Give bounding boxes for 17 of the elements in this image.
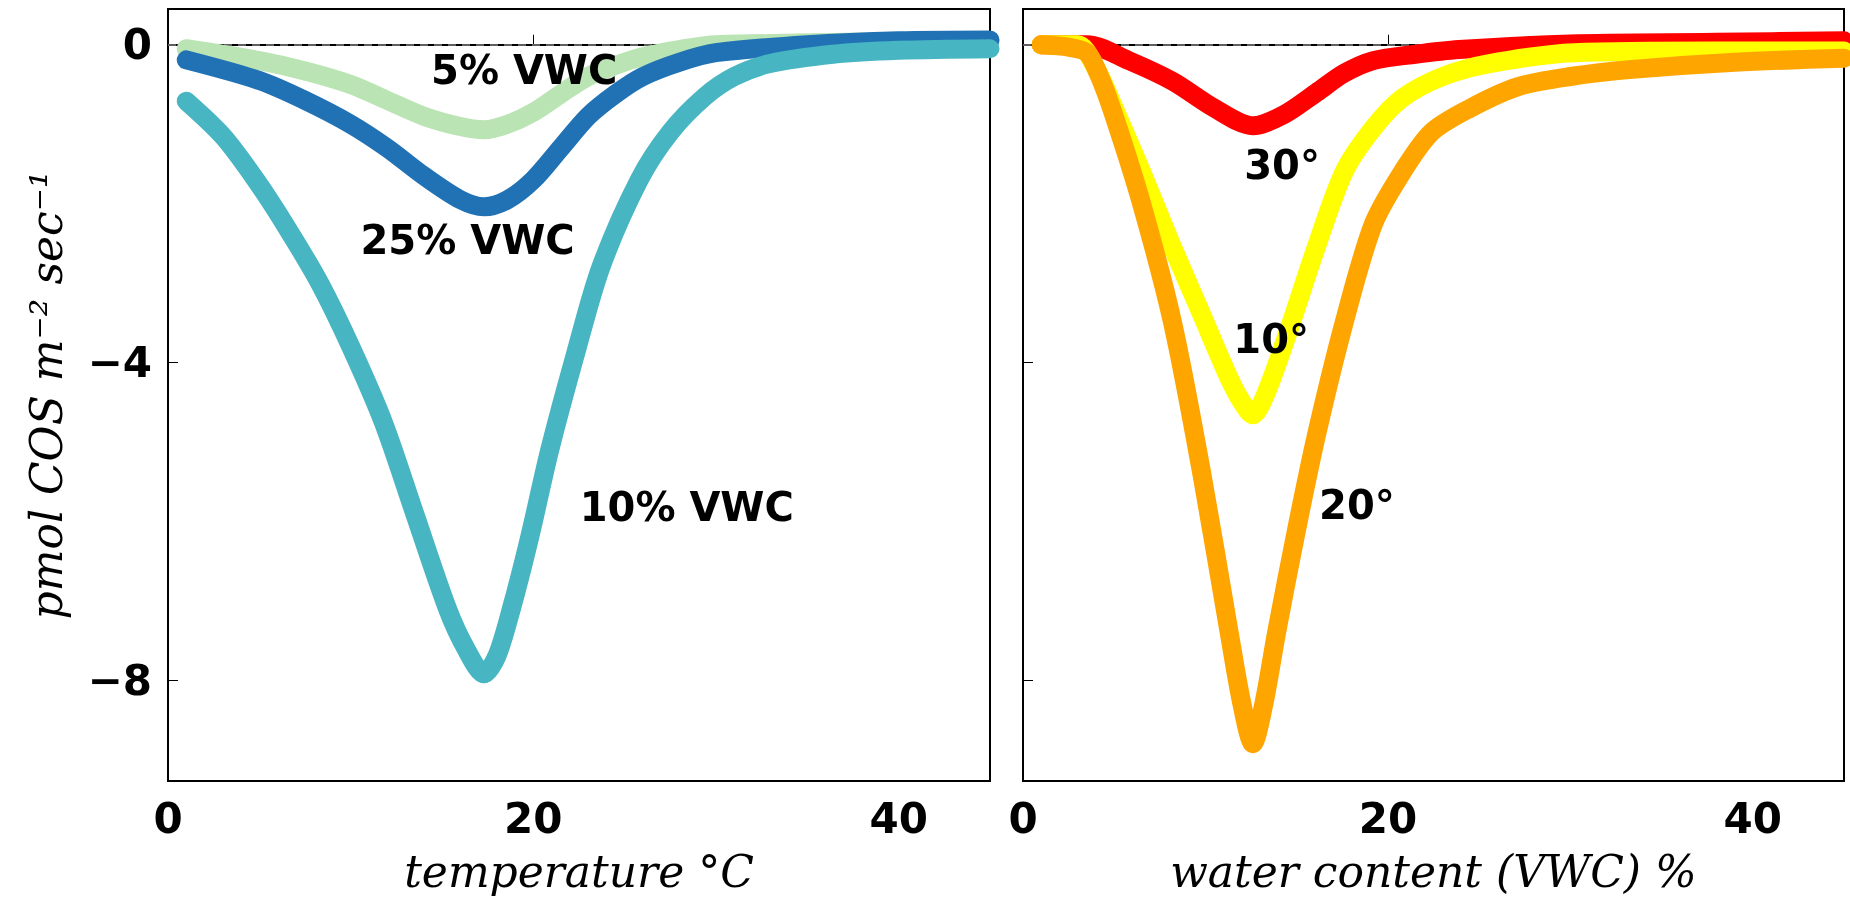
x-axis-title: temperature °C: [404, 845, 754, 897]
y-axis-title: pmol COS m⁻² sec⁻¹: [20, 170, 72, 620]
x-tick-label: 40: [1723, 793, 1782, 843]
y-tick-label: −4: [87, 337, 152, 387]
x-axis-title: water content (VWC) %: [1170, 845, 1697, 897]
series-label: 25% VWC: [360, 217, 575, 264]
series-label: 10% VWC: [579, 483, 794, 530]
x-tick-label: 20: [504, 793, 563, 843]
series-label: 30°: [1244, 142, 1320, 189]
x-tick-label: 0: [1008, 793, 1038, 843]
x-tick-label: 0: [153, 793, 183, 843]
series-label: 5% VWC: [431, 47, 618, 94]
y-tick-label: −8: [87, 655, 152, 705]
y-tick-label: 0: [122, 20, 152, 70]
x-tick-label: 20: [1358, 793, 1418, 843]
series-label: 20°: [1319, 482, 1395, 529]
x-tick-label: 40: [869, 793, 928, 843]
